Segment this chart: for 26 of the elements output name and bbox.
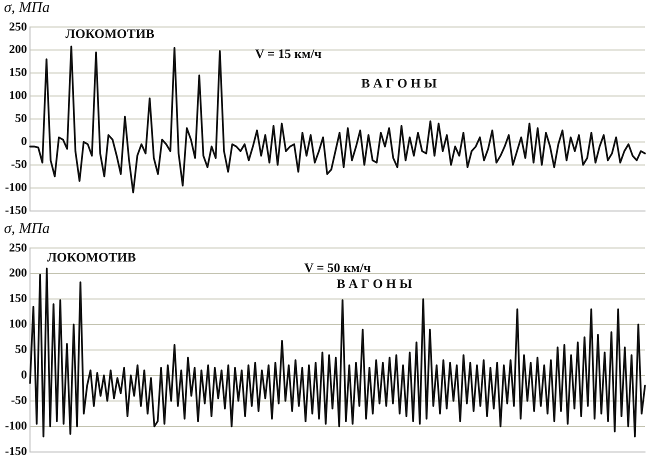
annotation: ЛОКОМОТИВ xyxy=(66,26,155,41)
y-tick-label: 150 xyxy=(8,65,27,80)
y-tick-label: 0 xyxy=(20,368,27,382)
y-tick-label: 250 xyxy=(8,240,27,254)
y-tick-label: 50 xyxy=(14,111,27,126)
y-tick-label: 100 xyxy=(8,88,27,102)
y-tick-label: -50 xyxy=(10,156,27,171)
annotation: V = 50 км/ч xyxy=(304,260,371,275)
y-tick-label: 250 xyxy=(8,19,27,34)
y-tick-label: -150 xyxy=(4,444,27,458)
annotation: ЛОКОМОТИВ xyxy=(47,250,136,265)
y-axis-title: σ, МПа xyxy=(3,221,51,238)
y-tick-label: 200 xyxy=(8,42,27,56)
y-tick-label: -150 xyxy=(4,202,27,217)
y-tick-label: 100 xyxy=(8,316,27,331)
y-tick-label: -100 xyxy=(4,418,27,432)
y-tick-label: 0 xyxy=(20,134,27,148)
y-tick-label: -100 xyxy=(4,180,27,194)
y-tick-label: 200 xyxy=(8,266,27,280)
annotation: V = 15 км/ч xyxy=(254,46,322,62)
annotation: В А Г О Н Ы xyxy=(361,75,438,90)
annotation: В А Г О Н Ы xyxy=(336,276,412,292)
y-tick-label: -50 xyxy=(10,392,27,407)
y-tick-label: 150 xyxy=(8,291,27,306)
y-tick-label: 50 xyxy=(14,342,27,356)
y-axis-title: σ, МПа xyxy=(3,0,51,17)
